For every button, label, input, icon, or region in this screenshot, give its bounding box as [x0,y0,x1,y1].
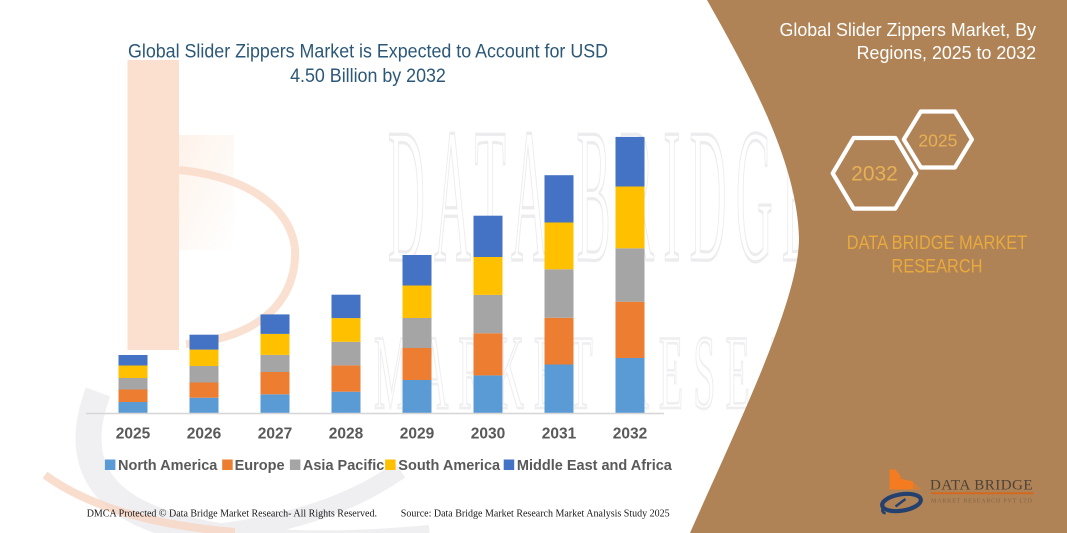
svg-text:Regions, 2025 to 2032: Regions, 2025 to 2032 [857,43,1036,63]
svg-text:2028: 2028 [329,426,364,443]
svg-text:2032: 2032 [613,426,647,443]
svg-text:DATA BRIDGE: DATA BRIDGE [930,478,1033,494]
svg-text:2029: 2029 [400,426,435,443]
svg-text:Source: Data Bridge Market Res: Source: Data Bridge Market Research Mark… [401,509,670,520]
svg-text:Europe: Europe [235,458,285,474]
svg-text:2025: 2025 [918,130,957,150]
svg-text:RESEARCH: RESEARCH [892,255,983,277]
svg-text:4.50 Billion by 2032: 4.50 Billion by 2032 [290,64,446,86]
svg-text:2026: 2026 [187,426,222,443]
svg-text:Global Slider Zippers Market,: Global Slider Zippers Market, By [780,20,1036,40]
svg-text:2030: 2030 [471,426,505,443]
svg-text:Asia Pacific: Asia Pacific [303,458,384,474]
svg-text:MARKET RESEARCH PVT LTD: MARKET RESEARCH PVT LTD [931,499,1033,505]
svg-text:South America: South America [398,458,501,474]
svg-text:Middle East and Africa: Middle East and Africa [517,458,673,474]
svg-text:DMCA Protected © Data Bridge M: DMCA Protected © Data Bridge Market Rese… [87,509,377,520]
svg-text:DATA BRIDGE MARKET: DATA BRIDGE MARKET [847,232,1027,254]
svg-text:2031: 2031 [542,426,577,443]
svg-text:North America: North America [118,458,218,474]
svg-text:2032: 2032 [851,163,898,186]
svg-text:DATA BRIDGE: DATA BRIDGE [388,91,823,303]
svg-text:2025: 2025 [116,426,151,443]
svg-text:Global Slider Zippers Market i: Global Slider Zippers Market is Expected… [128,40,608,62]
svg-text:2027: 2027 [258,426,292,443]
